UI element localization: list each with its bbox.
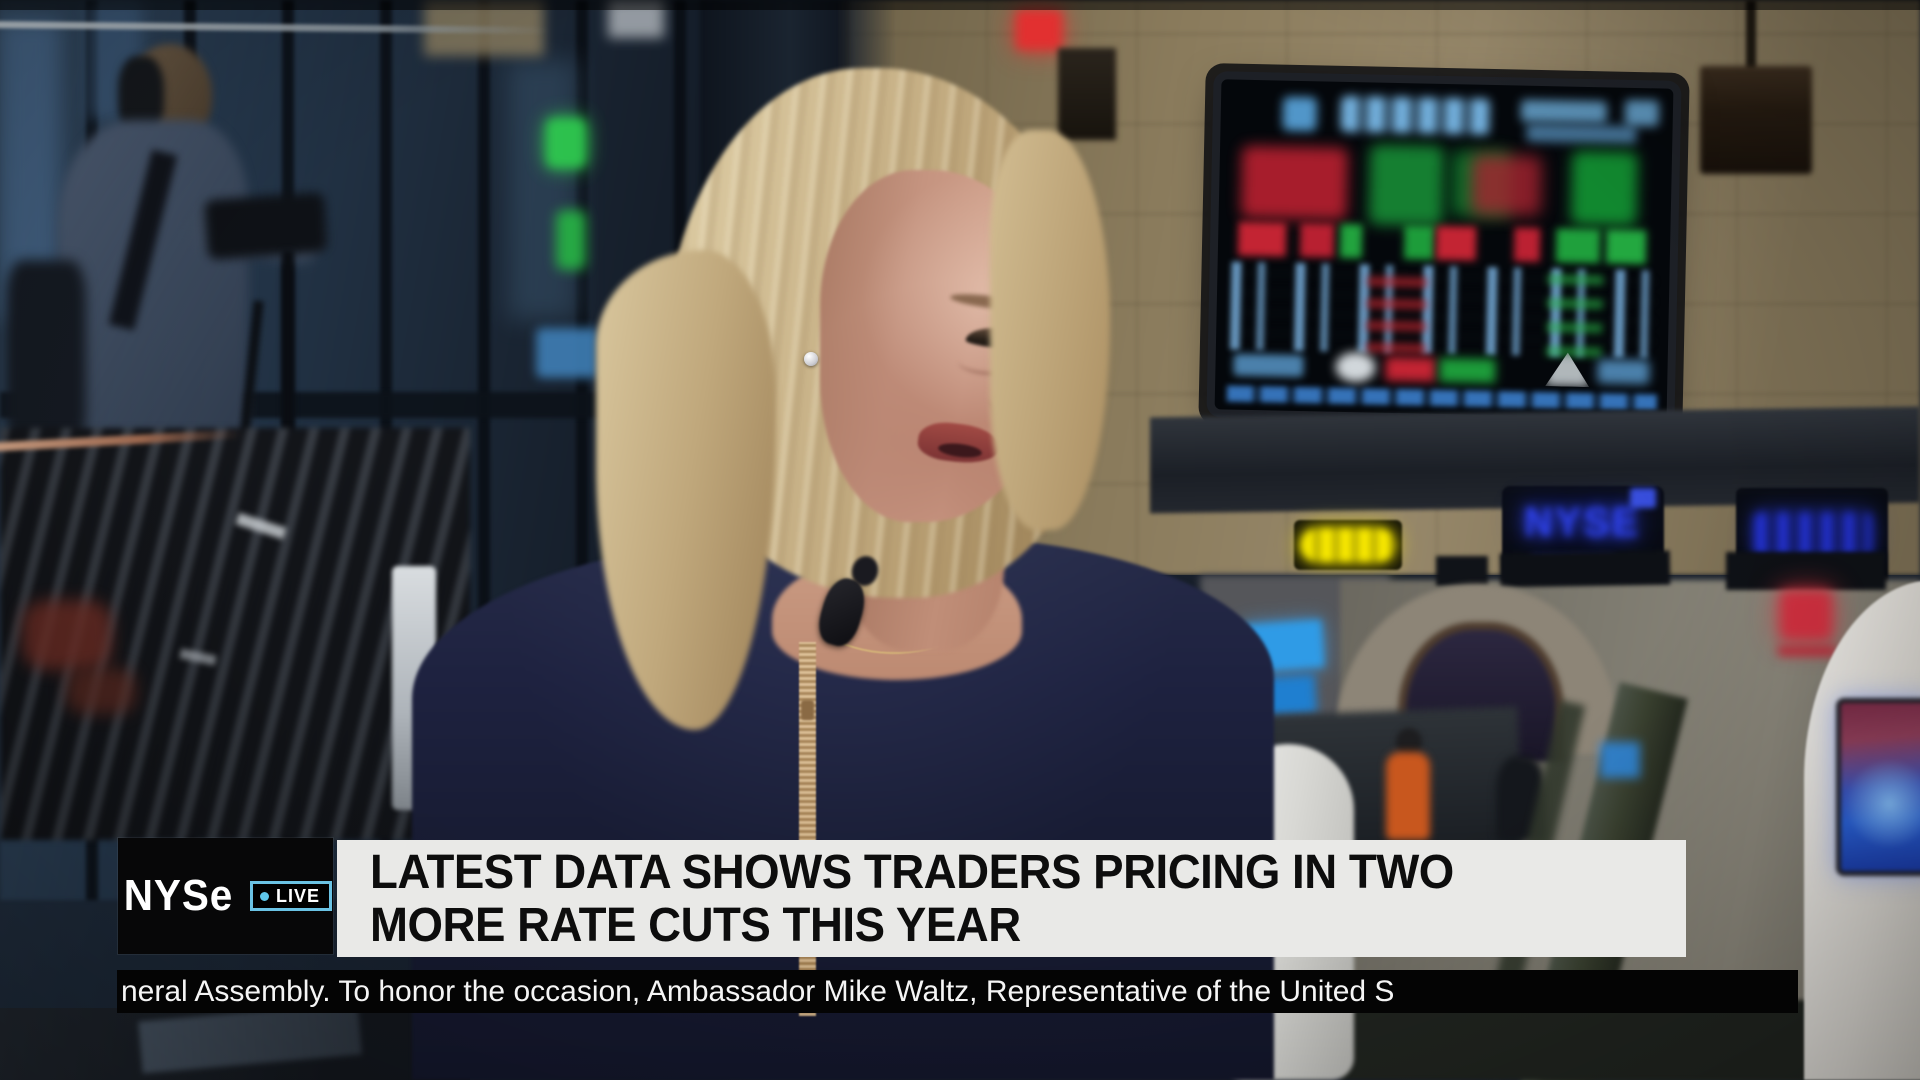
guest-hair-back: [990, 130, 1110, 530]
floor-monitor: [1499, 550, 1671, 588]
railing-ornament: [22, 600, 112, 670]
red-neon-sign: [1780, 590, 1832, 640]
wall-fixture: [1058, 48, 1116, 140]
wall-speaker-box: [1700, 66, 1812, 174]
kiosk-screen: [1836, 698, 1920, 876]
camera-rig: [204, 191, 328, 261]
live-dot-icon: [259, 891, 269, 901]
nyse-floor-sign-text: NYSE: [1523, 498, 1641, 545]
board-footer-red: [1385, 356, 1436, 382]
board-tile-green: [1403, 225, 1435, 260]
board-heatmap-green: [1368, 144, 1445, 226]
board-footer-triangle: [1545, 352, 1590, 387]
board-footer-glyph: [1233, 353, 1304, 378]
board-tile-green: [1339, 223, 1363, 259]
board-tile-red: [1435, 225, 1477, 261]
board-tile-red: [1513, 227, 1541, 263]
nyse-live-badge: NYSe LIVE: [118, 838, 333, 954]
glass-pane-highlight: [508, 60, 578, 320]
nyse-floor-sign-mark: [1630, 488, 1656, 508]
board-tile-red: [1237, 221, 1287, 257]
guest-hair-front: [596, 250, 776, 730]
led-ticker-digits: [1300, 528, 1396, 562]
market-data-board: [1214, 79, 1674, 419]
floor-shadow: [1340, 1000, 1820, 1080]
board-header-glyph: [1520, 99, 1608, 124]
floor-trader-head: [1396, 728, 1422, 756]
blue-led-panel: [536, 328, 598, 378]
board-logo-glyph: [1282, 96, 1318, 132]
headline-line-1: LATEST DATA SHOWS TRADERS PRICING IN TWO: [370, 845, 1454, 899]
board-heatmap-green: [1570, 150, 1639, 227]
floor-monitor: [1726, 552, 1886, 590]
board-ticker-line: [1226, 385, 1657, 411]
headline-line-2: MORE RATE CUTS THIS YEAR: [370, 898, 1021, 952]
lower-third-headline: LATEST DATA SHOWS TRADERS PRICING IN TWO…: [337, 840, 1686, 957]
floor-monitor: [1436, 556, 1488, 586]
trading-post-sign-glyphs: [1754, 512, 1872, 556]
screen-glint: [1600, 742, 1640, 778]
cameraman-backpack: [6, 260, 86, 450]
news-ticker: neral Assembly. To honor the occasion, A…: [117, 970, 1798, 1013]
board-tile-red: [1299, 222, 1335, 258]
board-footer-green: [1439, 357, 1496, 384]
board-quote-green-column: [1545, 268, 1604, 358]
board-heatmap-red: [1240, 145, 1349, 220]
board-tile-green: [1555, 228, 1601, 264]
board-quote-red-column: [1365, 264, 1428, 354]
live-badge: LIVE: [249, 881, 332, 911]
board-header-glyph: [1624, 99, 1660, 127]
pearl-earring: [804, 352, 818, 366]
exit-sign: [1016, 10, 1062, 50]
top-letterbox-shade: [0, 0, 1920, 10]
nyse-wordmark: NYSe: [123, 871, 234, 920]
red-neon-strip: [1778, 646, 1836, 656]
railing-ornament: [66, 668, 136, 714]
news-ticker-text: neral Assembly. To honor the occasion, A…: [121, 974, 1395, 1008]
board-clock-glyph: [1340, 95, 1492, 135]
wall-pole: [1746, 0, 1756, 70]
board-footer-circle: [1335, 351, 1376, 383]
green-led-light: [556, 210, 586, 270]
board-header-glyph: [1526, 123, 1637, 145]
board-heatmap-red: [1470, 154, 1542, 217]
board-footer-glyph: [1597, 359, 1650, 385]
floor-trader-orange-shirt: [1386, 752, 1430, 840]
sweater-zipper: [799, 642, 816, 1016]
sweater-zipper-pull: [801, 700, 814, 720]
green-led-light: [546, 118, 586, 168]
board-tile-green: [1605, 229, 1647, 265]
live-label: LIVE: [275, 886, 320, 906]
